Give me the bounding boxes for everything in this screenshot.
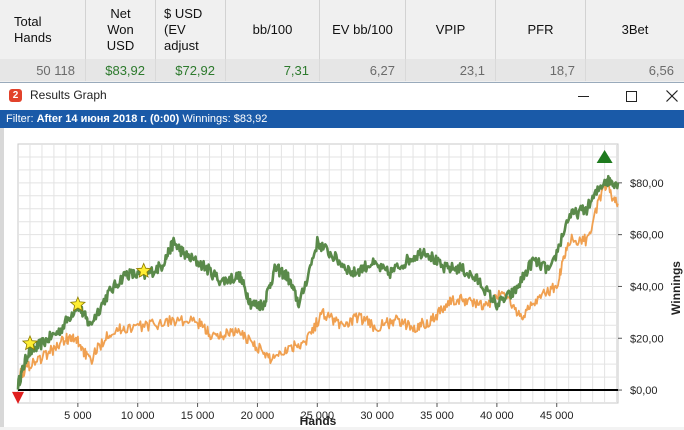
- series-line-0: [16, 174, 620, 390]
- star-marker: [135, 262, 152, 278]
- star-marker: [69, 296, 86, 312]
- min-marker: [12, 391, 24, 404]
- col-header-bb100[interactable]: bb/100: [226, 0, 320, 59]
- y-tick-label: $40,00: [630, 281, 664, 293]
- stats-header-row: Total Hands Net Won USD $ USD (EV adjust bb/1…: [0, 0, 684, 60]
- y-tick-label: $80,00: [630, 178, 664, 190]
- results-graph-window: 2 Results Graph Filter: After 14 июня 20…: [0, 82, 684, 428]
- results-chart: 5 000 10 000 15 000 20 000 25 000 30 000 35 00…: [12, 143, 683, 428]
- y-tick-label: $20,00: [630, 333, 664, 345]
- x-tick-label: 40 000: [480, 410, 514, 422]
- stats-table: Total Hands Net Won USD $ USD (EV adjust bb/1…: [0, 0, 684, 82]
- results-chart-area: 5 000 10 000 15 000 20 000 25 000 30 000 35 00…: [0, 128, 684, 428]
- x-tick-label: 10 000: [121, 410, 155, 422]
- chart-grid: [17, 143, 619, 404]
- window-titlebar[interactable]: 2 Results Graph: [0, 83, 684, 109]
- filter-text: After 14 июня 2018 г. (0:00): [36, 113, 180, 125]
- minimize-icon: [577, 95, 589, 97]
- col-header-vpip[interactable]: VPIP: [406, 0, 496, 59]
- maximize-icon: [625, 90, 637, 102]
- value-net-won: $83,92: [86, 59, 156, 81]
- x-tick-label: 30 000: [360, 410, 394, 422]
- chart-markers: [12, 149, 613, 404]
- star-marker: [21, 334, 39, 351]
- x-tick-label: 20 000: [241, 410, 275, 422]
- stats-value-row[interactable]: 50 118 $83,92 $72,92 7,31 6,27 23,1 18,7…: [0, 59, 684, 81]
- value-bb100: 7,31: [226, 59, 320, 81]
- winnings-summary: Winnings: $83,92: [182, 113, 268, 125]
- y-axis: $0,00 $20,00 $40,00 $60,00 $80,00: [618, 178, 664, 397]
- window-title: Results Graph: [30, 88, 107, 102]
- x-tick-label: 25 000: [300, 410, 334, 422]
- minimize-button[interactable]: [560, 83, 606, 109]
- value-vpip: 23,1: [406, 59, 496, 81]
- splitter-strip[interactable]: [0, 128, 4, 427]
- value-pfr: 18,7: [496, 59, 586, 81]
- y-axis-label: Winnings: [669, 261, 683, 315]
- col-header-net-won[interactable]: Net Won USD: [86, 0, 156, 59]
- value-3bet: 6,56: [648, 62, 674, 78]
- col-header-3bet[interactable]: 3Bet: [621, 21, 649, 37]
- value-total-hands: 50 118: [0, 59, 86, 81]
- max-marker: [596, 149, 613, 163]
- x-tick-label: 45 000: [540, 410, 574, 422]
- app-logo-icon: 2: [9, 89, 22, 102]
- series-line-1: [17, 183, 619, 383]
- y-tick-label: $60,00: [630, 230, 664, 242]
- col-header-pfr[interactable]: PFR: [496, 0, 586, 59]
- close-icon: [666, 90, 678, 102]
- x-tick-label: 5 000: [64, 410, 92, 422]
- value-usd-ev: $72,92: [156, 59, 226, 81]
- value-ev-bb100: 6,27: [320, 59, 406, 81]
- x-axis-label: Hands: [300, 414, 337, 427]
- filter-label: Filter:: [6, 113, 34, 125]
- x-axis: 5 000 10 000 15 000 20 000 25 000 30 000 35 00…: [64, 403, 574, 422]
- y-tick-label: $0,00: [630, 385, 658, 397]
- col-header-usd-ev[interactable]: $ USD (EV adjust: [156, 0, 226, 59]
- col-header-ev-bb100[interactable]: EV bb/100: [320, 0, 406, 59]
- filter-bar: Filter: After 14 июня 2018 г. (0:00) Win…: [0, 110, 684, 128]
- x-tick-label: 15 000: [181, 410, 215, 422]
- maximize-button[interactable]: [608, 83, 654, 109]
- close-button[interactable]: [652, 83, 684, 109]
- x-tick-label: 35 000: [420, 410, 454, 422]
- col-header-total-hands[interactable]: Total Hands: [0, 0, 86, 59]
- series-lines: [16, 174, 620, 392]
